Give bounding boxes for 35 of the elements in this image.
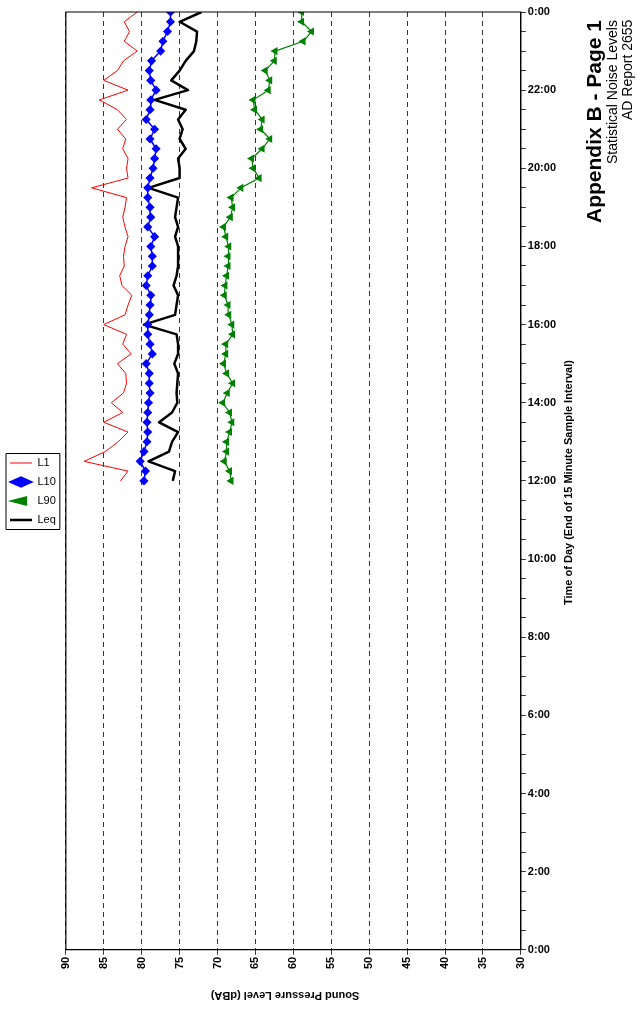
legend-label: L1 <box>37 456 50 469</box>
y-tick-label: 10:00 <box>527 552 557 565</box>
x-tick-label: 30 <box>513 956 526 970</box>
y-tick-label: 8:00 <box>527 630 550 643</box>
y-tick-label: 20:00 <box>527 161 557 174</box>
y-tick-label: 4:00 <box>527 786 550 799</box>
y-tick-label: 16:00 <box>527 317 557 330</box>
x-tick-label: 80 <box>134 956 147 970</box>
text: Appendix B - Page 1 <box>582 20 606 226</box>
x-tick-label: 55 <box>324 956 337 970</box>
y-tick-label: 14:00 <box>527 395 557 408</box>
y-axis-title: Time of Day (End of 15 Minute Sample Interval) <box>562 359 574 607</box>
y-tick-label: 6:00 <box>527 708 550 721</box>
legend-label: L90 <box>37 494 56 507</box>
text: AD Report 2655 <box>619 20 636 123</box>
x-tick-label: 90 <box>58 956 71 970</box>
x-tick-label: 75 <box>172 956 185 970</box>
x-tick-label: 40 <box>438 956 451 970</box>
x-tick-label: 85 <box>96 956 109 970</box>
x-tick-label: 35 <box>475 956 488 970</box>
y-tick-label: 18:00 <box>527 239 557 252</box>
x-tick-label: 70 <box>210 956 223 970</box>
x-tick-label: 60 <box>286 956 299 970</box>
x-axis-title: Sound Pressure Level (dBA) <box>209 990 361 1002</box>
y-tick-label: 0:00 <box>527 5 550 18</box>
y-tick-label: 2:00 <box>527 864 550 877</box>
x-tick-label: 65 <box>248 956 261 970</box>
y-tick-label: 0:00 <box>527 942 550 955</box>
y-tick-label: 22:00 <box>527 83 557 96</box>
y-tick-label: 12:00 <box>527 473 557 486</box>
legend-label: L10 <box>37 475 56 488</box>
text: Statistical Noise Levels <box>604 20 621 164</box>
x-tick-label: 45 <box>400 956 413 970</box>
x-tick-label: 50 <box>362 956 375 970</box>
legend-label: Leq <box>37 513 56 526</box>
